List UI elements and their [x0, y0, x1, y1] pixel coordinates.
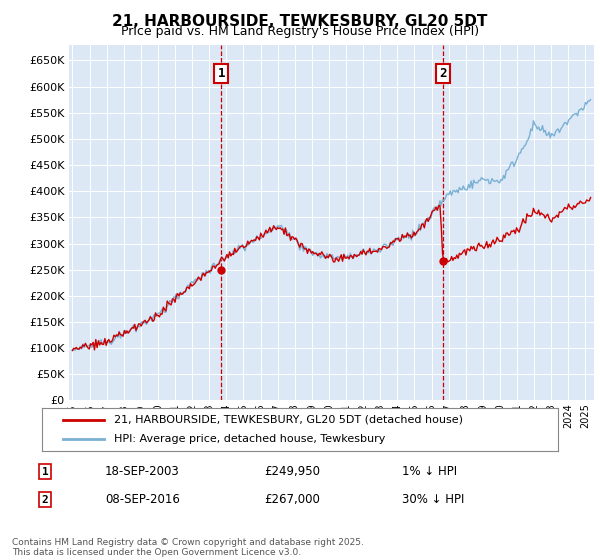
Text: £249,950: £249,950	[264, 465, 320, 478]
Text: 1: 1	[41, 466, 49, 477]
Text: 21, HARBOURSIDE, TEWKESBURY, GL20 5DT (detached house): 21, HARBOURSIDE, TEWKESBURY, GL20 5DT (d…	[114, 415, 463, 424]
Text: Price paid vs. HM Land Registry's House Price Index (HPI): Price paid vs. HM Land Registry's House …	[121, 25, 479, 38]
Text: 08-SEP-2016: 08-SEP-2016	[105, 493, 180, 506]
Text: Contains HM Land Registry data © Crown copyright and database right 2025.
This d: Contains HM Land Registry data © Crown c…	[12, 538, 364, 557]
Text: 18-SEP-2003: 18-SEP-2003	[105, 465, 180, 478]
Text: 21, HARBOURSIDE, TEWKESBURY, GL20 5DT: 21, HARBOURSIDE, TEWKESBURY, GL20 5DT	[112, 14, 488, 29]
Text: HPI: Average price, detached house, Tewkesbury: HPI: Average price, detached house, Tewk…	[114, 434, 386, 444]
Text: £267,000: £267,000	[264, 493, 320, 506]
Text: 1: 1	[218, 67, 225, 80]
Text: 30% ↓ HPI: 30% ↓ HPI	[402, 493, 464, 506]
Text: 2: 2	[440, 67, 447, 80]
Text: 2: 2	[41, 494, 49, 505]
Text: 1% ↓ HPI: 1% ↓ HPI	[402, 465, 457, 478]
